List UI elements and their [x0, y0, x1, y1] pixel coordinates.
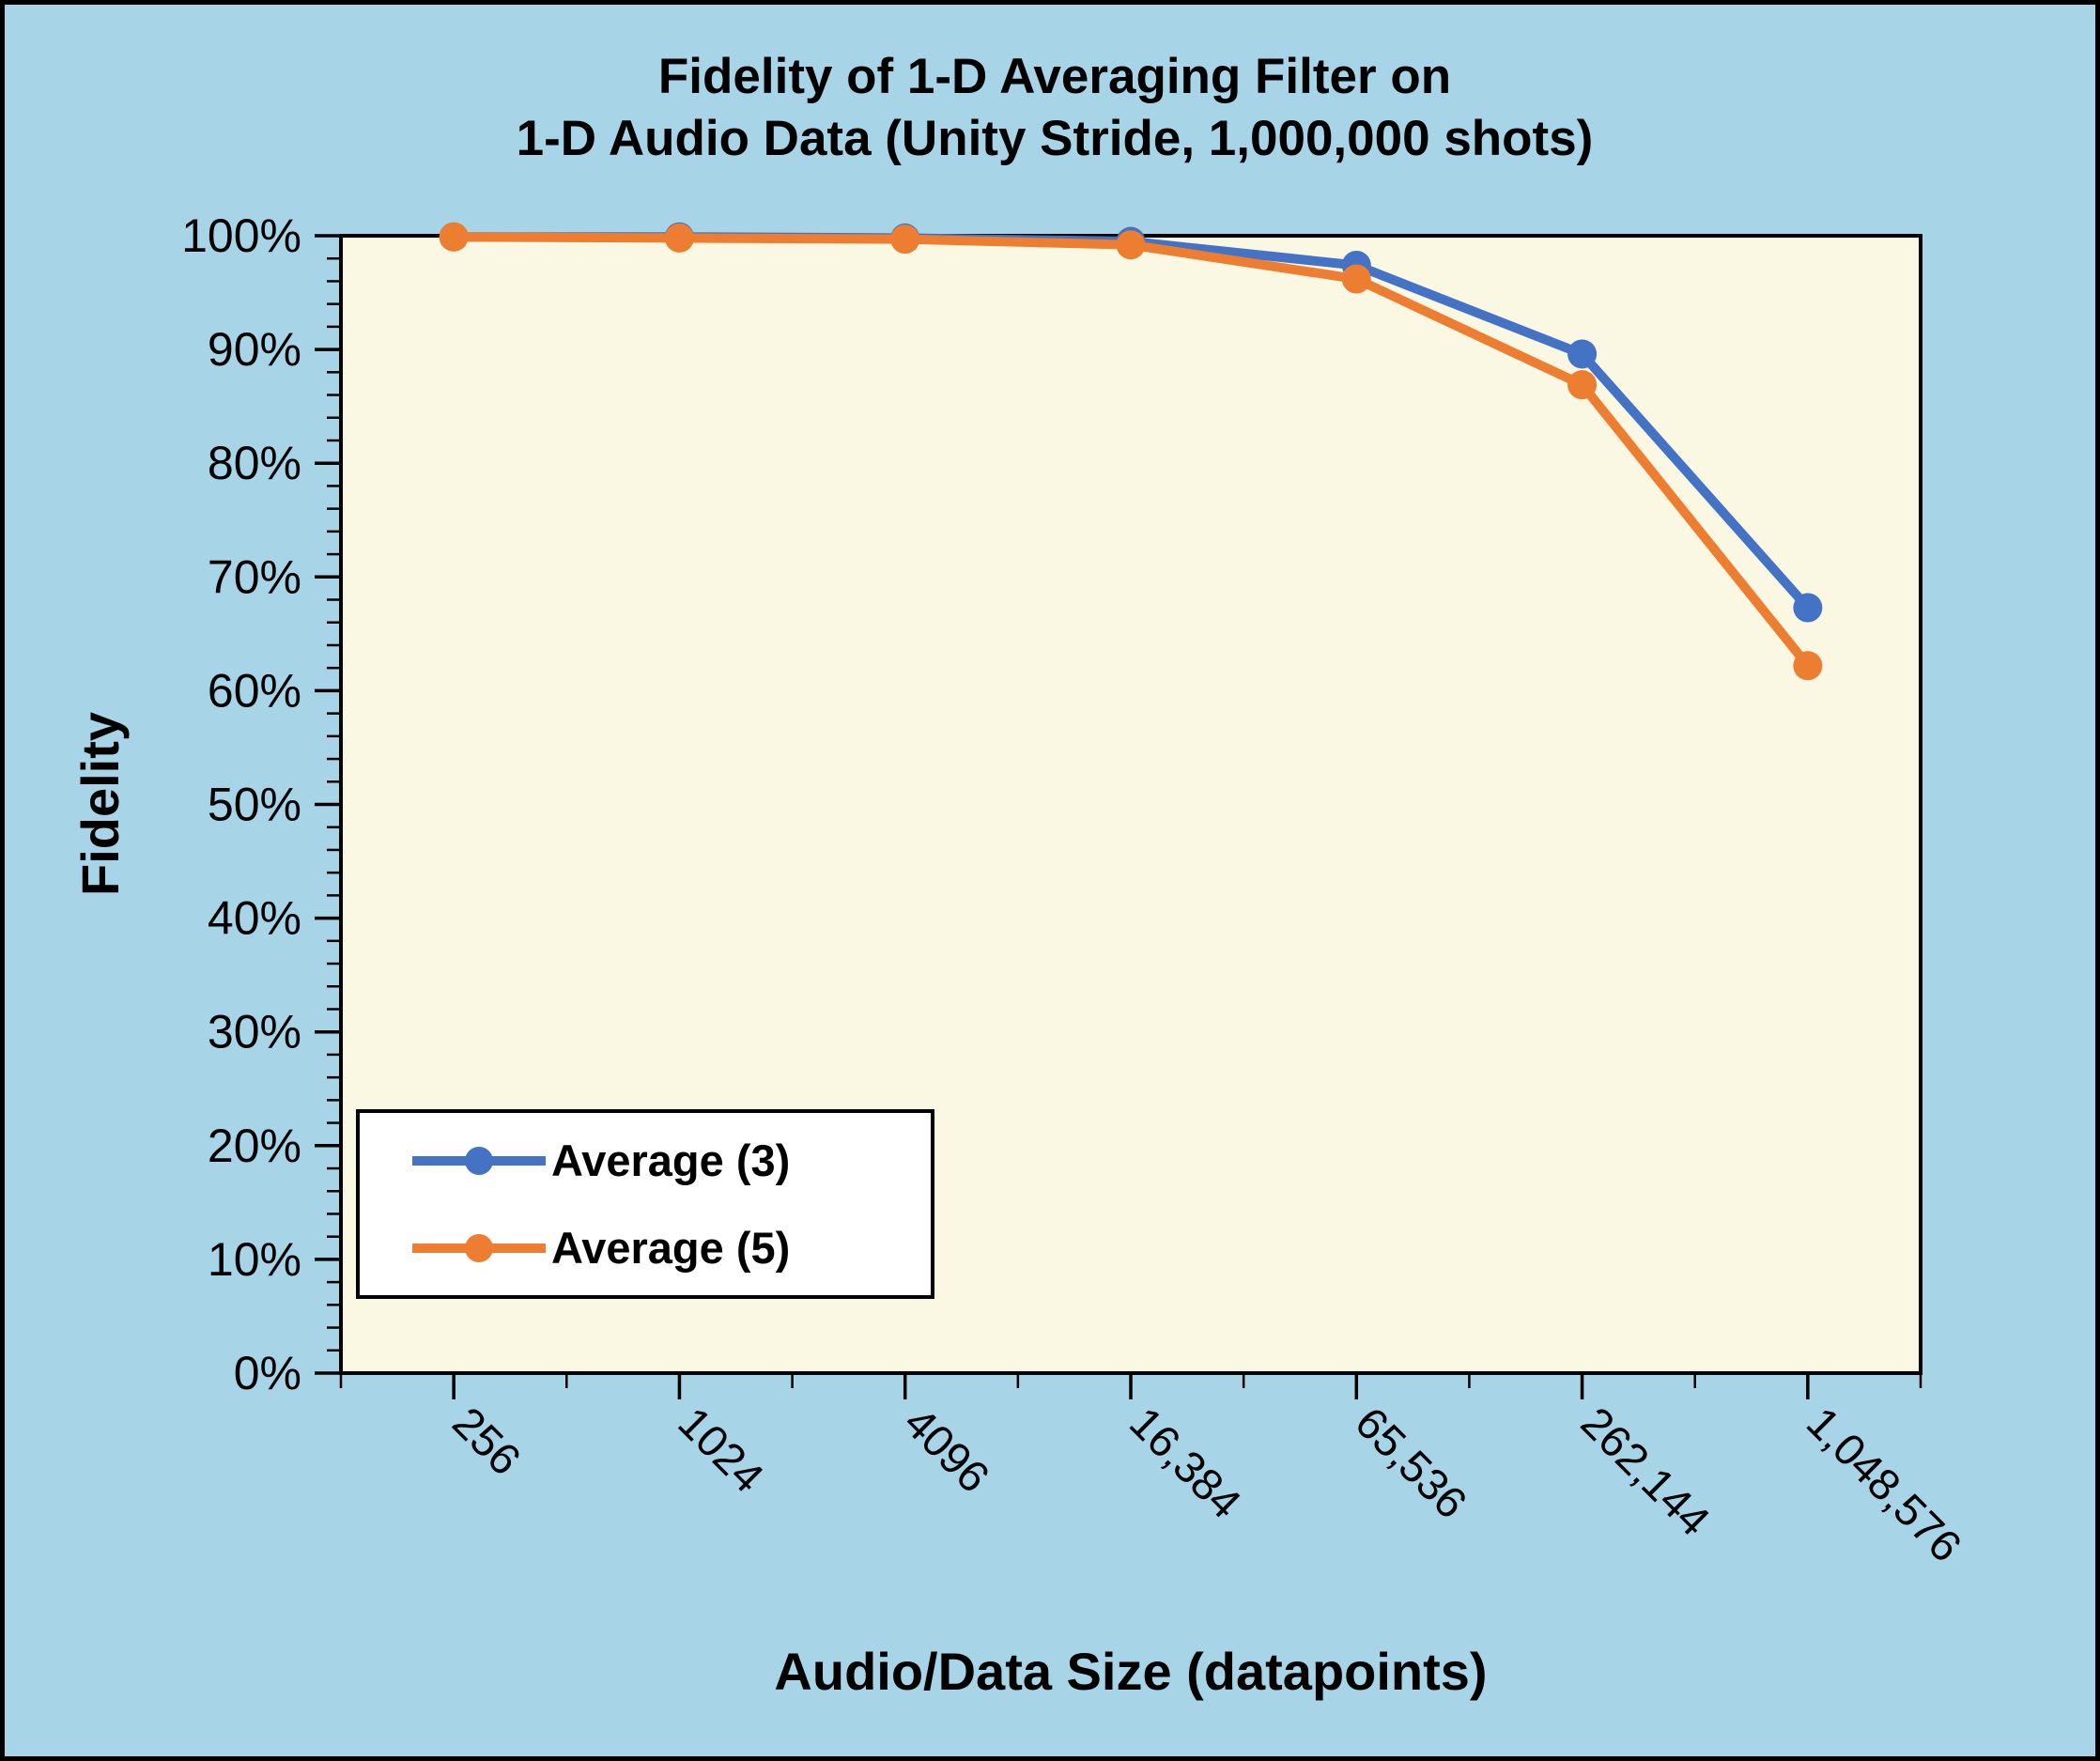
chart-title-line2: 1-D Audio Data (Unity Stride, 1,000,000 … [516, 111, 1594, 166]
x-tick-label: 1024 [669, 1398, 773, 1502]
legend: Average (3) Average (5) [356, 1109, 934, 1299]
legend-item-average-5: Average (5) [409, 1222, 931, 1274]
y-tick-label: 20% [208, 1120, 301, 1172]
y-tick-label: 50% [208, 779, 301, 831]
x-tick-label: 256 [443, 1398, 531, 1485]
data-point [1793, 593, 1823, 623]
legend-item-average-3: Average (3) [409, 1135, 931, 1186]
legend-label: Average (5) [551, 1223, 791, 1273]
x-axis-title: Audio/Data Size (datapoints) [774, 1642, 1488, 1701]
data-point [439, 222, 469, 252]
y-tick-label: 100% [181, 209, 301, 262]
y-tick-label: 40% [208, 892, 301, 945]
x-tick-label: 65,536 [1346, 1398, 1476, 1528]
legend-line-marker-orange [412, 1233, 546, 1262]
data-point [1341, 264, 1371, 294]
x-tick-label: 1,048,576 [1798, 1398, 1971, 1571]
y-tick-label: 70% [208, 550, 301, 603]
y-tick-label: 60% [208, 664, 301, 717]
data-point [1116, 230, 1146, 260]
data-point [664, 223, 694, 253]
data-point [1793, 651, 1823, 681]
plot-area: 0% 10% 20% 30% 40% 50% 60% 70% 80% 90% 100% 256 1024… [181, 209, 1971, 1571]
chart-title: Fidelity of 1-D Averaging Filter on 1-D … [5, 46, 2095, 170]
legend-label: Average (3) [551, 1135, 791, 1185]
data-point [1567, 339, 1598, 369]
y-axis-title: Fidelity [70, 711, 130, 897]
y-tick-label: 30% [208, 1006, 301, 1058]
y-tick-label: 0% [234, 1347, 301, 1399]
y-tick-label: 90% [208, 323, 301, 376]
data-point [890, 224, 920, 255]
x-tick-label: 16,384 [1120, 1398, 1251, 1528]
x-tick-label: 4096 [895, 1398, 999, 1502]
data-point [1567, 370, 1598, 400]
legend-line-marker-blue [412, 1146, 546, 1175]
y-tick-label: 80% [208, 437, 301, 489]
x-tick-label: 262,144 [1572, 1398, 1721, 1546]
y-tick-label: 10% [208, 1233, 301, 1286]
chart-title-line1: Fidelity of 1-D Averaging Filter on [657, 49, 1452, 104]
